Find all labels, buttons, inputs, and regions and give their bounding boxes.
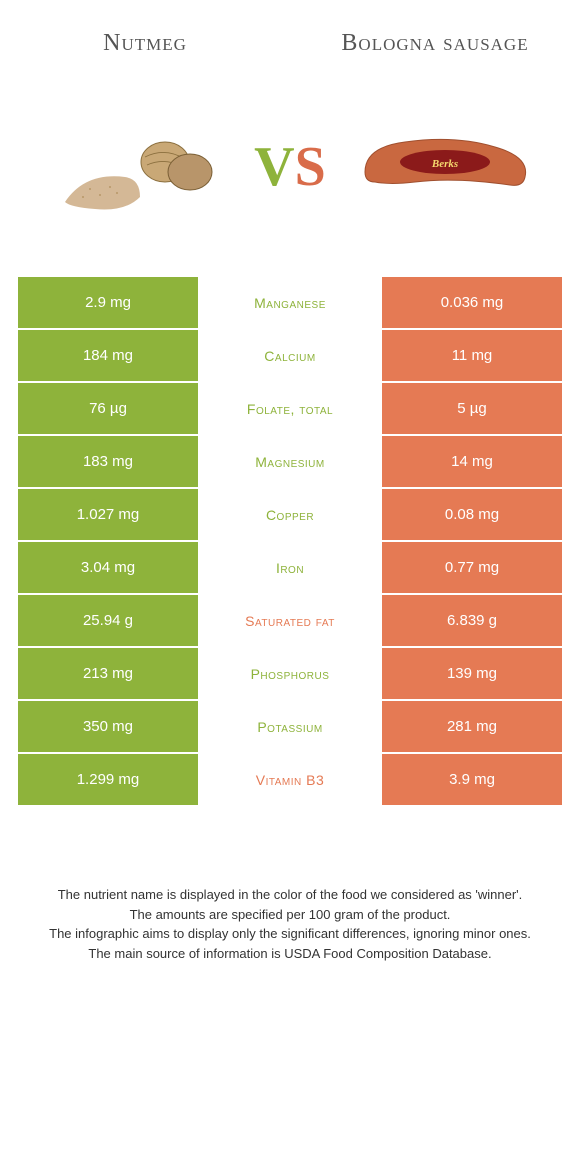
footnote: The main source of information is USDA F… <box>30 944 550 964</box>
nutmeg-image <box>45 117 225 217</box>
hero-row: VS Berks <box>0 107 580 227</box>
value-left: 25.94 g <box>18 595 198 646</box>
vs-label: VS <box>254 135 326 199</box>
value-right: 11 mg <box>382 330 562 381</box>
value-left: 350 mg <box>18 701 198 752</box>
nutrient-name: Manganese <box>198 277 382 328</box>
value-left: 1.299 mg <box>18 754 198 805</box>
value-right: 6.839 g <box>382 595 562 646</box>
vs-v: V <box>254 136 294 198</box>
footnotes: The nutrient name is displayed in the co… <box>0 885 580 963</box>
nutrient-name: Vitamin B3 <box>198 754 382 805</box>
footnote: The infographic aims to display only the… <box>30 924 550 944</box>
value-left: 213 mg <box>18 648 198 699</box>
value-left: 183 mg <box>18 436 198 487</box>
nutrient-name: Iron <box>198 542 382 593</box>
table-row: 1.299 mgVitamin B33.9 mg <box>18 754 562 805</box>
value-left: 2.9 mg <box>18 277 198 328</box>
nutrient-name: Magnesium <box>198 436 382 487</box>
nutrient-name: Potassium <box>198 701 382 752</box>
nutrient-name: Calcium <box>198 330 382 381</box>
value-left: 76 µg <box>18 383 198 434</box>
value-right: 3.9 mg <box>382 754 562 805</box>
table-row: 76 µgFolate, total5 µg <box>18 383 562 434</box>
value-left: 1.027 mg <box>18 489 198 540</box>
value-right: 0.036 mg <box>382 277 562 328</box>
titles-row: Nutmeg Bologna sausage <box>0 0 580 57</box>
sausage-image: Berks <box>355 117 535 217</box>
value-right: 0.77 mg <box>382 542 562 593</box>
svg-text:Berks: Berks <box>431 158 458 170</box>
value-left: 184 mg <box>18 330 198 381</box>
footnote: The amounts are specified per 100 gram o… <box>30 905 550 925</box>
value-right: 0.08 mg <box>382 489 562 540</box>
value-right: 14 mg <box>382 436 562 487</box>
value-right: 5 µg <box>382 383 562 434</box>
table-row: 1.027 mgCopper0.08 mg <box>18 489 562 540</box>
table-row: 350 mgPotassium281 mg <box>18 701 562 752</box>
title-right: Bologna sausage <box>290 30 580 57</box>
table-row: 3.04 mgIron0.77 mg <box>18 542 562 593</box>
table-row: 184 mgCalcium11 mg <box>18 330 562 381</box>
footnote: The nutrient name is displayed in the co… <box>30 885 550 905</box>
comparison-table: 2.9 mgManganese0.036 mg184 mgCalcium11 m… <box>18 277 562 805</box>
table-row: 2.9 mgManganese0.036 mg <box>18 277 562 328</box>
nutrient-name: Phosphorus <box>198 648 382 699</box>
title-left: Nutmeg <box>0 30 290 57</box>
nutrient-name: Saturated fat <box>198 595 382 646</box>
table-row: 183 mgMagnesium14 mg <box>18 436 562 487</box>
nutrient-name: Copper <box>198 489 382 540</box>
value-right: 139 mg <box>382 648 562 699</box>
value-left: 3.04 mg <box>18 542 198 593</box>
nutrient-name: Folate, total <box>198 383 382 434</box>
table-row: 25.94 gSaturated fat6.839 g <box>18 595 562 646</box>
value-right: 281 mg <box>382 701 562 752</box>
vs-s: S <box>295 136 326 198</box>
table-row: 213 mgPhosphorus139 mg <box>18 648 562 699</box>
